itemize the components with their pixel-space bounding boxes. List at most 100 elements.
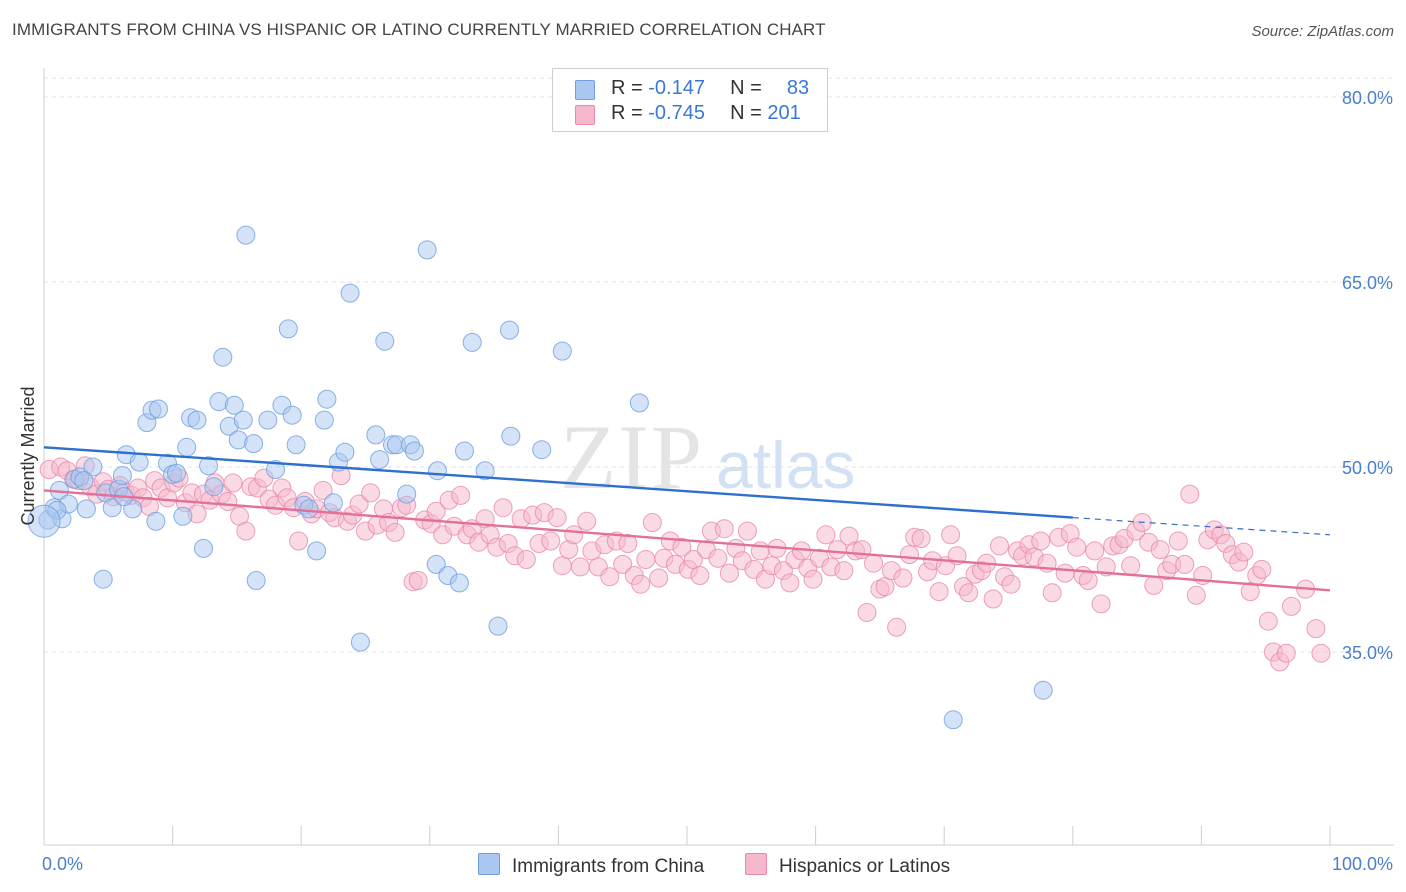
y-tick-label: 35.0% [1342,643,1393,663]
hispanics-points [39,456,1331,672]
china-point [149,399,168,419]
china-point [943,710,963,730]
watermark-zip: ZIP [560,406,704,508]
hispanic-point [493,498,513,518]
china-point [307,541,327,561]
correlation-legend: R = -0.147 N = 83 R = -0.745 N = 201 [552,68,828,132]
china-point [449,573,469,593]
china-point [426,554,446,574]
hispanic-point [857,603,877,622]
hispanic-point [570,557,590,577]
watermark-atlas: atlas [716,428,855,502]
china-point [501,426,521,446]
hispanic-point [1311,643,1331,663]
hispanic-point [349,494,369,514]
hispanic-point [708,548,728,568]
hispanic-point [1234,542,1254,562]
hispanic-point [1168,531,1188,551]
china-point [112,466,132,486]
china-point [404,441,424,461]
hispanic-point [541,531,561,551]
trend-lines [43,446,1331,592]
hispanic-point [1091,594,1111,614]
legend-r-value-hispanic: -0.745 [648,102,705,124]
china-point [177,437,197,457]
hispanic-point [1001,574,1021,594]
hispanic-trend-line [43,489,1331,592]
china-point [532,440,552,460]
china-point [146,511,166,531]
hispanic-point [236,521,256,541]
hispanic-point [816,525,836,545]
china-point [1033,680,1053,700]
hispanic-point [672,537,692,557]
china-point [286,435,306,455]
hispanic-point [1240,582,1260,602]
china-point [282,405,302,425]
china-point [93,569,113,589]
china-point [500,320,519,340]
hispanic-point [577,511,597,531]
hispanic-point [516,550,536,569]
y-tick-label: 50.0% [1342,458,1393,478]
hispanic-point [1258,611,1278,631]
hispanic-point [223,473,243,493]
china-point [428,461,447,481]
china-point [199,456,219,476]
hispanic-point [1144,575,1164,595]
china-point [244,434,264,454]
china-point [27,504,61,538]
china-point [350,632,370,652]
china-point [340,283,360,303]
china-point [246,571,266,590]
x-tick-label: 0.0% [42,854,83,874]
hispanic-point [649,568,669,588]
hispanic-point [1042,583,1062,603]
hispanic-point [618,534,638,553]
china-point [173,506,193,526]
china-point [366,425,386,445]
china-point [375,331,395,351]
hispanic-point [631,574,651,594]
bottom-legend-label-china: Immigrants from China [512,856,705,877]
chart-title: IMMIGRANTS FROM CHINA VS HISPANIC OR LAT… [12,20,826,39]
hispanic-point [564,525,584,545]
hispanic-point [911,529,931,548]
china-point [475,461,495,481]
hispanic-point [1252,559,1272,579]
china-point [74,471,94,491]
hispanic-point [547,508,567,528]
china-point [83,457,103,477]
china-point [224,395,244,415]
source-note: Source: ZipAtlas.com [1251,23,1394,40]
hispanic-point [1067,537,1087,557]
hispanic-point [941,525,961,545]
hispanic-point [1031,531,1051,551]
hispanic-point [900,545,919,565]
y-tick-label: 65.0% [1342,273,1393,293]
china-point [129,452,149,472]
bottom-legend-china: Immigrants from China [478,853,704,878]
hispanic-point [1085,541,1105,561]
hispanic-point [613,554,633,574]
hispanic-point [1306,619,1326,639]
hispanic-point [642,513,662,532]
china-point [629,393,649,413]
legend-r-label: R = [611,102,643,124]
china-trend-extension [1072,516,1331,536]
legend-n-label: N = [730,77,762,99]
hispanic-point [1281,596,1301,616]
china-point [299,499,319,519]
china-point [488,616,508,636]
china-point [236,225,256,245]
legend-n-value-hispanic: 201 [767,102,801,124]
china-point [417,240,437,260]
hispanic-point [600,567,620,587]
hispanic-point [714,519,734,539]
china-points [27,225,1053,730]
china-point [204,477,224,497]
hispanic-point [780,573,800,593]
china-trend-line [43,446,1073,519]
hispanic-point [1150,540,1170,560]
